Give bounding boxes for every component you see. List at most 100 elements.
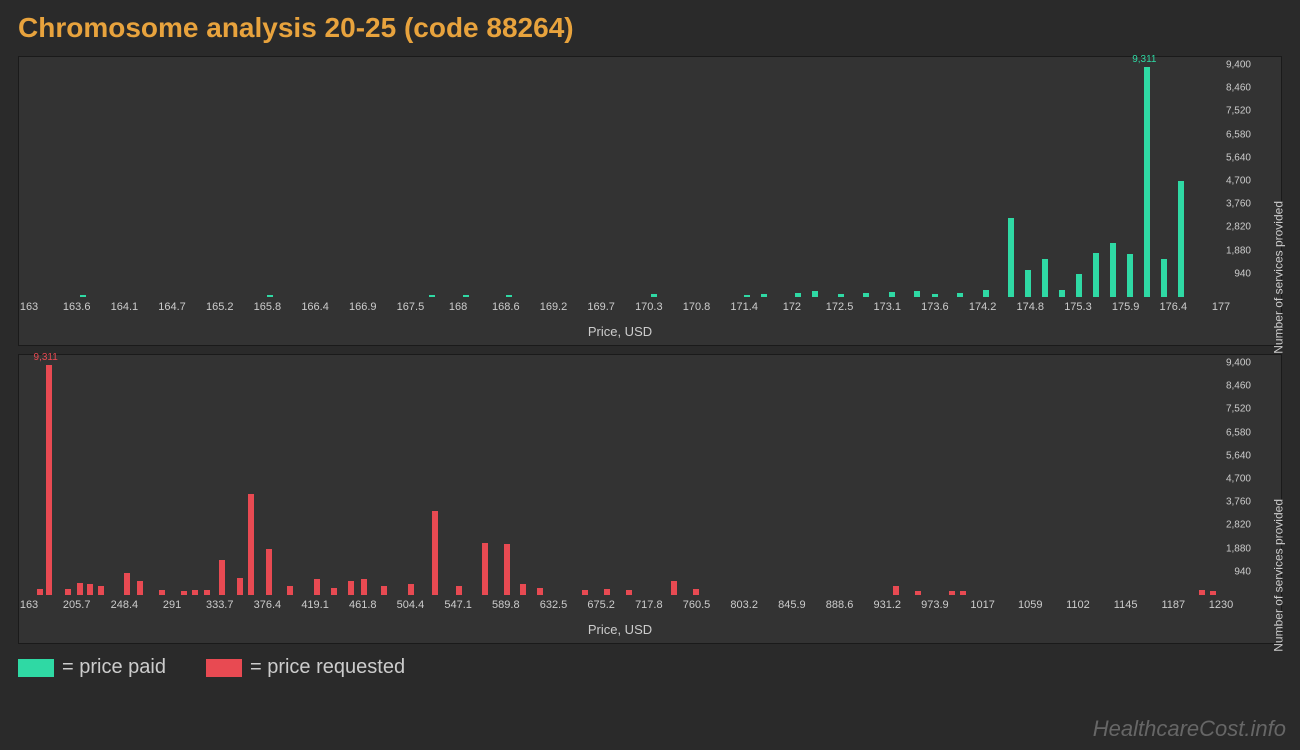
- chart-requested-container: 9,311 163205.7248.4291333.7376.4419.1461…: [18, 354, 1282, 644]
- x-tick: 1187: [1161, 599, 1185, 611]
- y-tick: 5,640: [1226, 152, 1251, 163]
- bar: [626, 590, 632, 595]
- y-tick: 940: [1234, 268, 1251, 279]
- bar: [432, 511, 438, 595]
- bar: [537, 588, 543, 595]
- x-tick: 175.3: [1064, 301, 1092, 313]
- bar: [795, 293, 801, 297]
- bar: [1059, 290, 1065, 297]
- x-tick: 632.5: [540, 599, 568, 611]
- chart-paid-plot: 9,311: [29, 65, 1221, 297]
- bar: [582, 590, 588, 595]
- x-tick: 1059: [1018, 599, 1042, 611]
- bar: [1093, 253, 1099, 297]
- x-tick: 973.9: [921, 599, 949, 611]
- legend-item-paid: = price paid: [18, 656, 166, 679]
- y-tick: 9,400: [1226, 60, 1251, 71]
- bar: [915, 591, 921, 595]
- bar-max-label: 9,311: [1132, 54, 1156, 65]
- y-tick: 7,520: [1226, 106, 1251, 117]
- bar: [1110, 243, 1116, 297]
- bar: [520, 584, 526, 595]
- bar: [348, 581, 354, 595]
- x-tick: 168.6: [492, 301, 520, 313]
- bar: [838, 294, 844, 297]
- x-tick: 248.4: [111, 599, 139, 611]
- page-title: Chromosome analysis 20-25 (code 88264): [0, 0, 1300, 52]
- chart-requested-ylabel: Number of services provided: [1272, 499, 1286, 652]
- bar: [46, 365, 52, 595]
- x-tick: 888.6: [826, 599, 854, 611]
- legend: = price paid = price requested: [0, 644, 1300, 691]
- bar: [192, 590, 198, 595]
- bar: [124, 573, 130, 595]
- bar: [744, 295, 750, 297]
- bar: [429, 295, 435, 297]
- chart-paid-yticks: 9401,8802,8203,7604,7005,6406,5807,5208,…: [1221, 65, 1251, 297]
- bar: [408, 584, 414, 595]
- legend-label-paid: = price paid: [62, 656, 166, 679]
- y-tick: 6,580: [1226, 129, 1251, 140]
- bar: [893, 586, 899, 595]
- bar: [960, 591, 966, 595]
- bar: [671, 581, 677, 595]
- y-tick: 4,700: [1226, 474, 1251, 485]
- x-tick: 170.3: [635, 301, 663, 313]
- watermark: HealthcareCost.info: [1093, 716, 1286, 742]
- chart-paid-container: 9,311 163163.6164.1164.7165.2165.8166.41…: [18, 56, 1282, 346]
- legend-swatch-requested: [206, 659, 242, 677]
- x-tick: 333.7: [206, 599, 234, 611]
- x-tick: 175.9: [1112, 301, 1140, 313]
- bar: [248, 494, 254, 595]
- x-tick: 166.9: [349, 301, 377, 313]
- bar: [331, 588, 337, 595]
- bar: [957, 293, 963, 297]
- x-tick: 164.7: [158, 301, 186, 313]
- y-tick: 4,700: [1226, 176, 1251, 187]
- x-tick: 176.4: [1160, 301, 1188, 313]
- bar: [266, 549, 272, 595]
- bar: [204, 590, 210, 595]
- chart-requested-plot: 9,311: [29, 363, 1221, 595]
- bar: [287, 586, 293, 595]
- bar: [761, 294, 767, 297]
- bar: [361, 579, 367, 595]
- bar: [87, 584, 93, 595]
- x-tick: 419.1: [301, 599, 329, 611]
- x-tick: 173.6: [921, 301, 949, 313]
- chart-paid-xlabel: Price, USD: [19, 324, 1221, 339]
- x-tick: 165.8: [254, 301, 282, 313]
- bar: [1025, 270, 1031, 297]
- bar: [65, 589, 71, 595]
- x-tick: 172: [783, 301, 801, 313]
- bar: [1008, 218, 1014, 297]
- x-tick: 845.9: [778, 599, 806, 611]
- bar: [98, 586, 104, 595]
- bar: [504, 544, 510, 595]
- x-tick: 504.4: [397, 599, 425, 611]
- x-tick: 589.8: [492, 599, 520, 611]
- x-tick: 173.1: [873, 301, 901, 313]
- x-tick: 803.2: [730, 599, 758, 611]
- legend-label-requested: = price requested: [250, 656, 405, 679]
- x-tick: 167.5: [397, 301, 425, 313]
- x-tick: 760.5: [683, 599, 711, 611]
- x-tick: 170.8: [683, 301, 711, 313]
- bar: [949, 591, 955, 595]
- bar: [863, 293, 869, 297]
- x-tick: 163: [20, 301, 38, 313]
- x-tick: 291: [163, 599, 181, 611]
- chart-requested-xticks: 163205.7248.4291333.7376.4419.1461.8504.…: [29, 599, 1221, 615]
- bar: [1210, 591, 1216, 595]
- chart-paid-xticks: 163163.6164.1164.7165.2165.8166.4166.916…: [29, 301, 1221, 317]
- chart-requested-xlabel: Price, USD: [19, 622, 1221, 637]
- bar: [381, 586, 387, 595]
- bar: [159, 590, 165, 595]
- bar: [137, 581, 143, 595]
- x-tick: 165.2: [206, 301, 234, 313]
- bar: [482, 543, 488, 595]
- bar: [889, 292, 895, 297]
- bar: [77, 583, 83, 595]
- y-tick: 2,820: [1226, 222, 1251, 233]
- x-tick: 1145: [1114, 599, 1138, 611]
